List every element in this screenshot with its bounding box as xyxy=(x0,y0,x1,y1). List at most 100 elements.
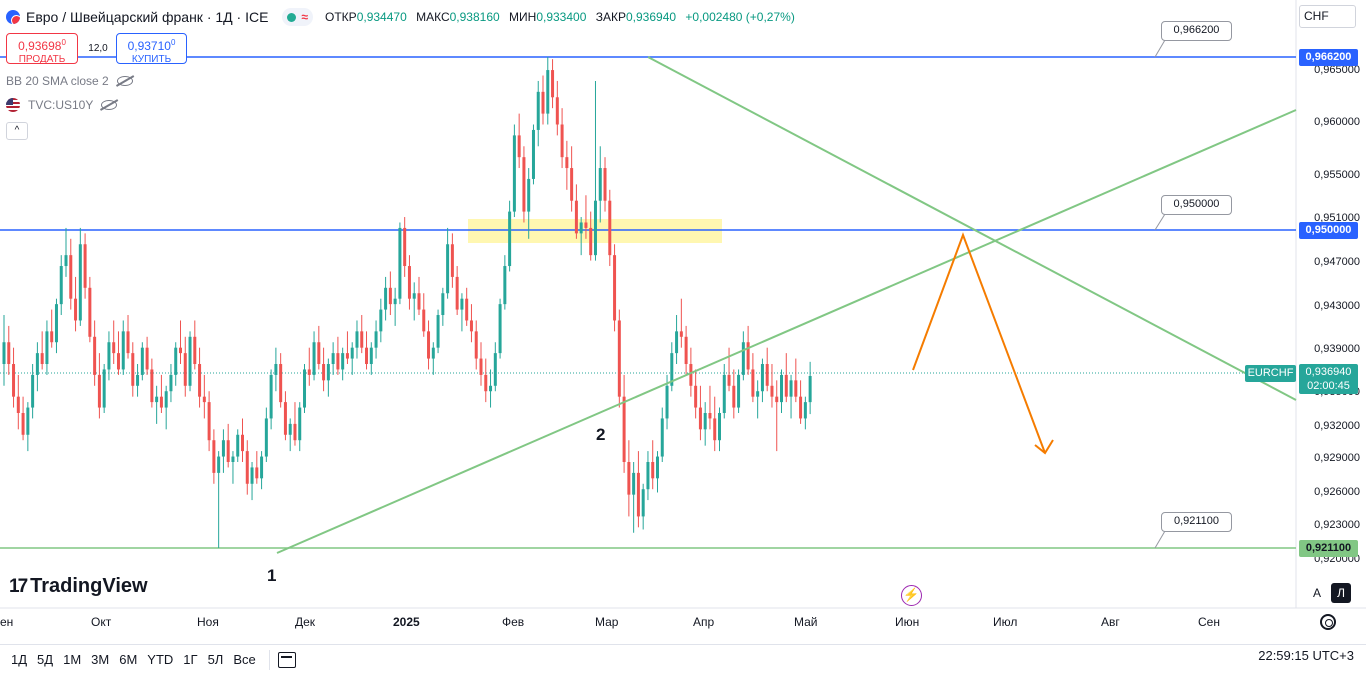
candle-body xyxy=(498,304,502,354)
candle-body xyxy=(293,423,297,441)
symbol-title[interactable]: Евро / Швейцарский франк · 1Д · ICE xyxy=(26,9,269,25)
timeframe-1m[interactable]: 1М xyxy=(63,652,82,667)
candle-body xyxy=(694,385,698,408)
indicator-bb[interactable]: BB 20 SMA close 2 xyxy=(6,74,133,88)
sell-price: 0,936980 xyxy=(7,36,77,53)
candle-body xyxy=(164,391,168,408)
buy-button[interactable]: 0,937100 КУПИТЬ xyxy=(116,33,187,65)
indicator-us10y[interactable]: TVC:US10Y xyxy=(6,98,118,112)
callout-connector-top xyxy=(1154,39,1166,58)
hidden-eye-icon[interactable] xyxy=(101,100,118,110)
candle-body xyxy=(360,331,364,348)
price-callout-top[interactable]: 0,966200 xyxy=(1161,21,1232,41)
ascending-trendline xyxy=(276,109,1297,554)
timeframe-1y[interactable]: 1Г xyxy=(183,652,198,667)
candle-body xyxy=(283,402,287,435)
callout-connector-mid xyxy=(1154,213,1166,231)
candle-body xyxy=(407,266,411,299)
candle-body xyxy=(188,336,192,386)
candle-body xyxy=(746,342,750,370)
candle-body xyxy=(579,222,583,234)
candle-body xyxy=(312,342,316,375)
timeframe-6m[interactable]: 6М xyxy=(119,652,138,667)
candle-body xyxy=(436,315,440,348)
candle-body xyxy=(260,456,264,479)
candle-body xyxy=(431,347,435,359)
candle-body xyxy=(574,200,578,234)
timeframe-3m[interactable]: 3М xyxy=(91,652,110,667)
candle-body xyxy=(632,472,636,495)
candle-body xyxy=(689,364,693,386)
settings-gear-icon[interactable] xyxy=(1320,614,1336,630)
time-tick: Май xyxy=(794,615,818,629)
candle-body xyxy=(331,353,335,365)
candle-body xyxy=(560,124,564,158)
utc-clock[interactable]: 22:59:15 UTC+3 xyxy=(1258,648,1354,663)
currency-selector[interactable]: CHF xyxy=(1299,5,1356,28)
timeframe-ytd[interactable]: YTD xyxy=(147,652,174,667)
candle-body xyxy=(97,374,101,408)
hidden-eye-icon[interactable] xyxy=(116,76,133,86)
candle-body xyxy=(40,353,44,365)
collapse-legend-button[interactable]: ^ xyxy=(6,122,28,140)
timeframe-all[interactable]: Все xyxy=(233,652,256,667)
candle-body xyxy=(555,97,559,125)
candle-body xyxy=(307,369,311,375)
level-badge-top[interactable]: 0,966200 xyxy=(1299,49,1358,66)
candle-body xyxy=(651,461,655,479)
auto-scale-button[interactable]: A xyxy=(1312,586,1321,600)
candle-body xyxy=(703,413,707,430)
price-callout-mid[interactable]: 0,950000 xyxy=(1161,195,1232,215)
candle-body xyxy=(636,472,640,517)
candle-body xyxy=(183,353,187,386)
candle-body xyxy=(536,91,540,130)
candle-body xyxy=(193,336,197,365)
candle-body xyxy=(603,168,607,201)
lightning-icon[interactable]: ⚡ xyxy=(901,585,922,606)
candle-body xyxy=(355,331,359,348)
candle-body xyxy=(589,227,593,256)
candle-body xyxy=(713,418,717,441)
high-value: 0,938160 xyxy=(449,10,500,24)
candle-body xyxy=(31,374,35,408)
candle-body xyxy=(593,200,597,256)
candle-body xyxy=(202,396,206,403)
date-range-icon[interactable] xyxy=(277,652,296,668)
current-price-badge: 0,936940 02:00:45 xyxy=(1299,364,1358,394)
timeframe-1d[interactable]: 1Д xyxy=(11,652,28,667)
market-open-icon xyxy=(287,12,297,22)
candle-body xyxy=(760,364,764,392)
candle-body xyxy=(303,369,307,408)
candle-body xyxy=(541,91,545,114)
bar-countdown: 02:00:45 xyxy=(1307,380,1350,392)
buy-price-pipette: 0 xyxy=(170,38,176,47)
symbol-flags-icon xyxy=(6,10,20,24)
timeframe-5d[interactable]: 5Д xyxy=(37,652,54,667)
level-badge-mid[interactable]: 0,950000 xyxy=(1299,222,1358,239)
log-scale-button[interactable]: Л xyxy=(1331,583,1351,603)
level-badge-bottom[interactable]: 0,921100 xyxy=(1299,540,1358,557)
price-callout-bottom[interactable]: 0,921100 xyxy=(1161,512,1232,532)
candle-body xyxy=(584,222,588,228)
candle-body xyxy=(236,434,240,457)
candle-body xyxy=(388,287,392,305)
candle-body xyxy=(608,200,612,256)
timeframe-5y[interactable]: 5Л xyxy=(207,652,224,667)
time-tick: Дек xyxy=(295,615,316,629)
candle-body xyxy=(531,129,535,179)
time-tick: Июн xyxy=(895,615,920,629)
sell-button[interactable]: 0,936980 ПРОДАТЬ xyxy=(6,33,78,65)
candle-body xyxy=(484,374,488,392)
tradingview-logo[interactable]: 17 TradingView xyxy=(9,575,148,598)
candle-body xyxy=(255,467,259,479)
market-status[interactable]: ≈ xyxy=(282,8,314,26)
candle-body xyxy=(450,244,454,277)
candle-body xyxy=(150,369,154,403)
candle-body xyxy=(350,347,354,359)
candle-body xyxy=(121,331,125,370)
candle-body xyxy=(336,353,340,370)
low-value: 0,933400 xyxy=(536,10,587,24)
candle-body xyxy=(365,347,369,365)
